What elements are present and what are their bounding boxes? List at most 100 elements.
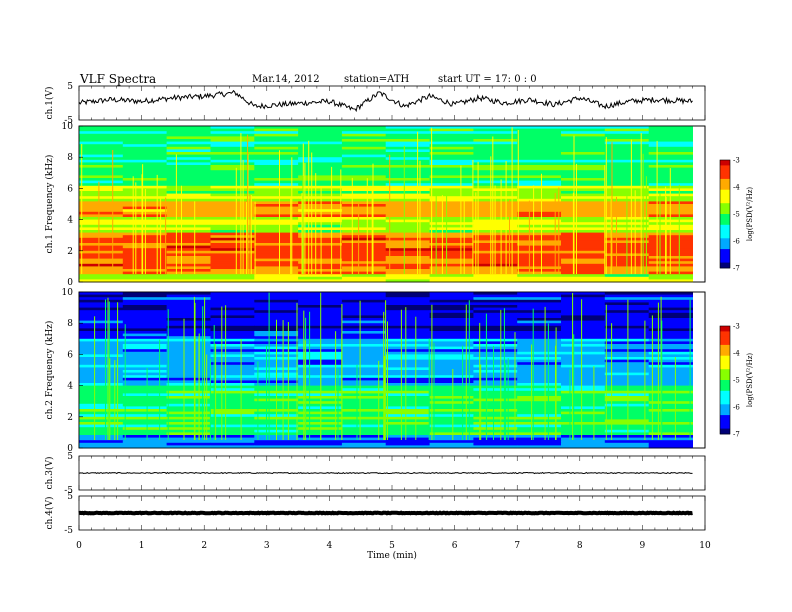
spectrogram-cell bbox=[79, 315, 124, 319]
spectrogram-cell bbox=[166, 416, 211, 420]
spectrogram-cell bbox=[298, 126, 343, 129]
spectrogram-cell bbox=[210, 266, 255, 270]
spectrogram-cell bbox=[604, 159, 650, 163]
spectrogram-cell bbox=[341, 380, 387, 384]
spectrogram-cell bbox=[429, 170, 474, 174]
spectrogram-cell bbox=[341, 217, 387, 220]
spectrogram-cell bbox=[79, 377, 124, 381]
spectrogram-cell bbox=[517, 144, 562, 148]
spectrogram-cell bbox=[122, 131, 168, 135]
spectrogram-cell bbox=[473, 427, 518, 431]
colorbar-swatch bbox=[720, 205, 730, 209]
spectrogram-cell bbox=[122, 159, 168, 163]
spectrogram-cell bbox=[79, 401, 124, 405]
spectrogram-cell bbox=[79, 359, 124, 363]
spectrogram-cell bbox=[385, 224, 430, 228]
spectrogram-cell bbox=[648, 372, 693, 376]
spectrogram-cell bbox=[517, 445, 562, 449]
spectrogram-cell bbox=[122, 331, 168, 334]
spectrogram-cell bbox=[385, 141, 430, 145]
spectrogram-cell bbox=[473, 375, 518, 379]
spectrogram-cell bbox=[517, 204, 562, 207]
spectrogram-cell bbox=[561, 414, 606, 418]
spectrogram-cell bbox=[517, 245, 562, 249]
spectrogram-cell bbox=[517, 323, 562, 327]
spectrogram-cell bbox=[166, 341, 211, 345]
spectrogram-cell bbox=[604, 377, 650, 381]
spectrogram-cell bbox=[79, 299, 124, 303]
colorbar-tick-label: -4 bbox=[733, 184, 740, 192]
spectrogram-image bbox=[79, 292, 693, 449]
spectrogram-cell bbox=[648, 235, 693, 239]
spectrogram-cell bbox=[166, 305, 211, 308]
spectrogram-cell bbox=[254, 318, 299, 321]
spectrogram-cell bbox=[561, 193, 606, 197]
spectrogram-cell bbox=[341, 299, 387, 303]
spectrogram-cell bbox=[517, 333, 562, 337]
spectrogram-cell bbox=[122, 185, 168, 189]
spectrogram-cell bbox=[604, 136, 650, 140]
spectrogram-cell bbox=[517, 307, 562, 311]
spectrogram-cell bbox=[517, 383, 562, 386]
colorbar-swatch bbox=[720, 423, 730, 427]
spectrogram-cell bbox=[254, 136, 299, 140]
spectrogram-cell bbox=[166, 274, 211, 278]
spectrogram-cell bbox=[166, 248, 211, 252]
spectrogram-cell bbox=[79, 398, 124, 402]
spectrogram-cell bbox=[473, 445, 518, 449]
spectrogram-cell bbox=[429, 217, 474, 220]
spectrogram-cell bbox=[341, 183, 387, 187]
spectrogram-cell bbox=[341, 162, 387, 166]
spectrogram-cell bbox=[122, 165, 168, 168]
spectrogram-cell bbox=[517, 341, 562, 345]
spectrogram-cell bbox=[254, 294, 299, 298]
colorbar-swatch bbox=[720, 173, 730, 177]
y-tick-label: 2 bbox=[67, 413, 73, 423]
spectrogram-cell bbox=[517, 175, 562, 179]
spectrogram-cell bbox=[473, 328, 518, 332]
colorbar-swatch bbox=[720, 339, 730, 343]
spectrogram-cell bbox=[122, 328, 168, 332]
spectrogram-cell bbox=[561, 435, 606, 438]
spectrogram-cell bbox=[79, 256, 124, 259]
spectrogram-cell bbox=[254, 250, 299, 254]
spectrogram-cell bbox=[79, 149, 124, 153]
spectrogram-cell bbox=[210, 126, 255, 129]
spectrogram-cell bbox=[473, 310, 518, 314]
spectrogram-cell bbox=[648, 126, 693, 129]
spectrogram-cell bbox=[385, 349, 430, 353]
spectrogram-cell bbox=[341, 310, 387, 314]
spectrogram-cell bbox=[473, 370, 518, 373]
spectrogram-cell bbox=[210, 271, 255, 275]
spectrogram-cell bbox=[517, 159, 562, 163]
spectrogram-cell bbox=[429, 357, 474, 360]
spectrogram-cell bbox=[385, 323, 430, 327]
spectrogram-cell bbox=[429, 274, 474, 278]
spectrogram-cell bbox=[385, 380, 430, 384]
spectrogram-cell bbox=[79, 193, 124, 197]
colorbar-swatch bbox=[720, 178, 730, 182]
spectrogram-cell bbox=[604, 292, 650, 295]
x-tick-label: 5 bbox=[389, 541, 395, 551]
x-tick-label: 3 bbox=[264, 541, 270, 551]
spectrogram-cell bbox=[385, 258, 430, 262]
spectrogram-cell bbox=[385, 206, 430, 210]
spectrogram-cell bbox=[122, 409, 168, 412]
spectrogram-cell bbox=[298, 209, 343, 213]
spectrogram-cell bbox=[166, 388, 211, 392]
spectrogram-cell bbox=[122, 445, 168, 449]
spectrogram-cell bbox=[429, 367, 474, 371]
spectrogram-cell bbox=[385, 261, 430, 265]
spectrogram-cell bbox=[298, 180, 343, 184]
spectrogram-cell bbox=[341, 253, 387, 257]
spectrogram-cell bbox=[122, 427, 168, 431]
spectrogram-cell bbox=[517, 167, 562, 171]
colorbar-swatch bbox=[720, 369, 730, 373]
spectrogram-cell bbox=[210, 307, 255, 311]
spectrogram-cell bbox=[122, 170, 168, 174]
spectrogram-cell bbox=[429, 131, 474, 135]
spectrogram-cell bbox=[385, 167, 430, 171]
spectrogram-cell bbox=[254, 307, 299, 311]
spectrogram-cell bbox=[517, 224, 562, 228]
spectrogram-cell bbox=[298, 211, 343, 215]
